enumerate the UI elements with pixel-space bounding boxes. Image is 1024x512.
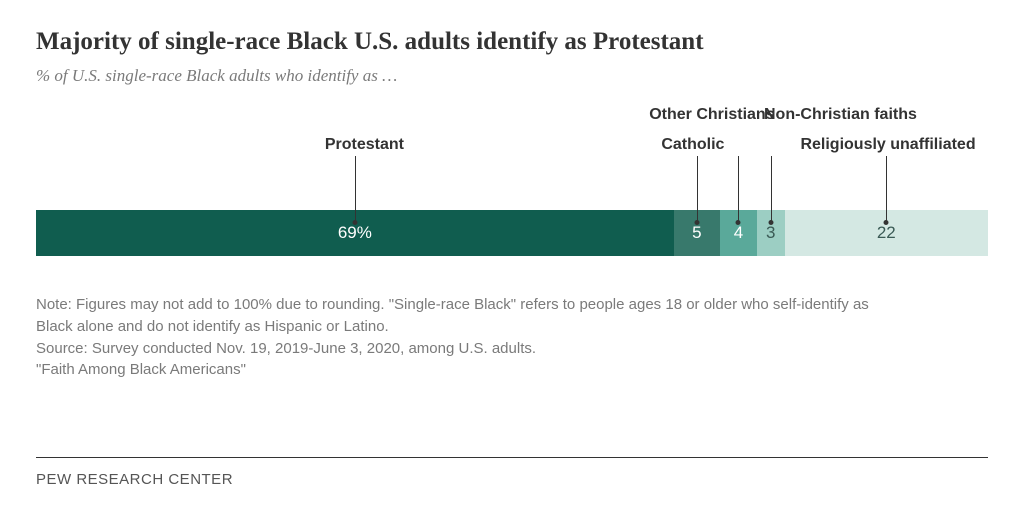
note-line: Note: Figures may not add to 100% due to…	[36, 294, 988, 316]
segment-label: Non-Christian faiths	[764, 106, 917, 124]
footer-attribution: PEW RESEARCH CENTER	[36, 471, 233, 488]
segment-label: Religiously unaffiliated	[800, 136, 975, 154]
leader-dot-icon	[768, 220, 773, 225]
stacked-bar: 69%54322	[36, 210, 988, 256]
leader-line	[355, 156, 356, 222]
chart-subtitle: % of U.S. single-race Black adults who i…	[36, 66, 988, 86]
leader-line	[886, 156, 887, 222]
leader-line	[771, 156, 772, 222]
leader-dot-icon	[884, 220, 889, 225]
leader-dot-icon	[736, 220, 741, 225]
chart-notes: Note: Figures may not add to 100% due to…	[36, 294, 988, 381]
leader-dot-icon	[694, 220, 699, 225]
note-line: Source: Survey conducted Nov. 19, 2019-J…	[36, 338, 988, 360]
leader-line	[738, 156, 739, 222]
segment-label: Other Christians	[649, 106, 774, 124]
leader-line	[697, 156, 698, 222]
chart-area: 69%54322 Protestant Catholic Other Christi…	[36, 106, 988, 256]
segment-label: Catholic	[661, 136, 724, 154]
note-line: "Faith Among Black Americans"	[36, 359, 988, 381]
leader-dot-icon	[352, 220, 357, 225]
chart-title: Majority of single-race Black U.S. adult…	[36, 28, 988, 56]
note-line: Black alone and do not identify as Hispa…	[36, 316, 988, 338]
segment-label: Protestant	[325, 136, 404, 154]
footer-divider	[36, 457, 988, 458]
